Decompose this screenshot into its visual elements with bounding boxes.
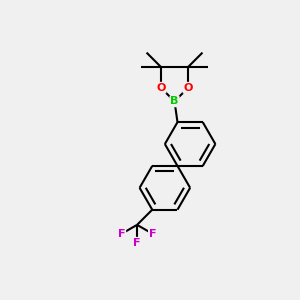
Text: B: B (170, 96, 179, 106)
Text: F: F (148, 229, 156, 239)
Text: F: F (118, 229, 125, 239)
Text: O: O (184, 83, 193, 93)
Text: F: F (133, 238, 141, 248)
Text: O: O (156, 83, 166, 93)
